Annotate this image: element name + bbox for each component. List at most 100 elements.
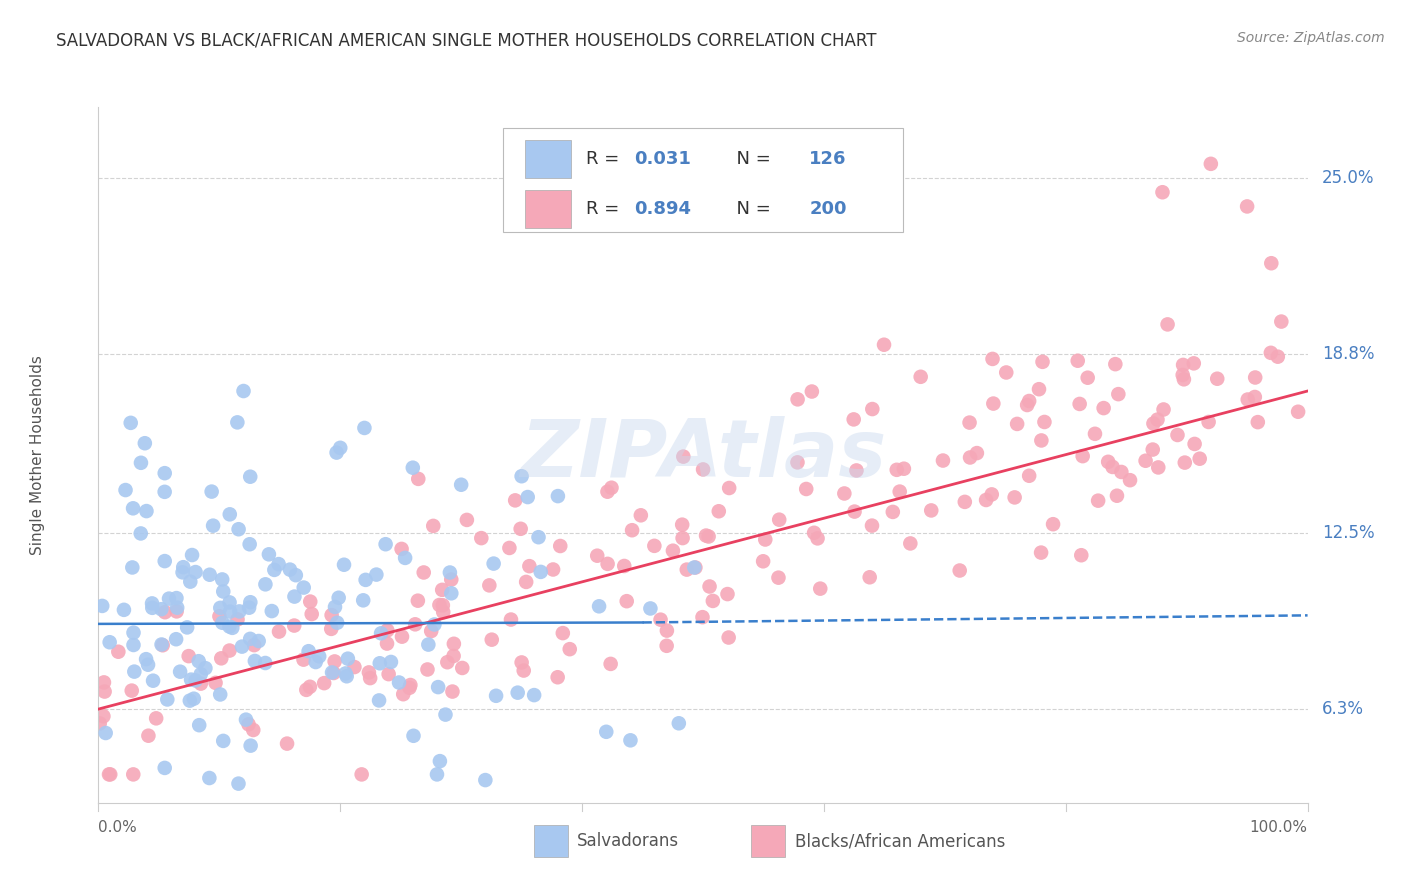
Point — [898, 536, 921, 550]
Point — [121, 683, 143, 698]
Point — [541, 562, 564, 576]
Point — [314, 676, 336, 690]
Point — [1018, 394, 1040, 409]
Point — [630, 508, 652, 523]
Point — [436, 655, 458, 669]
Point — [208, 609, 231, 624]
Point — [239, 739, 262, 753]
Point — [98, 767, 121, 781]
Point — [717, 631, 740, 645]
Point — [179, 574, 201, 589]
Point — [374, 537, 396, 551]
Point — [1005, 417, 1028, 431]
Point — [596, 484, 619, 499]
Point — [93, 709, 115, 723]
Point — [202, 518, 225, 533]
Point — [716, 587, 738, 601]
Point — [366, 567, 388, 582]
Point — [882, 505, 904, 519]
Point — [402, 460, 425, 475]
Point — [619, 733, 641, 747]
Point — [89, 716, 111, 731]
Point — [1031, 355, 1053, 369]
Point — [204, 676, 226, 690]
Point — [145, 711, 167, 725]
Point — [1286, 405, 1309, 419]
Point — [1171, 368, 1194, 382]
Point — [243, 654, 266, 668]
Point — [328, 591, 350, 605]
Point — [375, 624, 398, 638]
Point — [551, 626, 574, 640]
Point — [1111, 465, 1133, 479]
Point — [440, 586, 463, 600]
Point — [616, 594, 638, 608]
Point — [456, 513, 478, 527]
Point — [1260, 256, 1282, 270]
Point — [1142, 417, 1164, 431]
Point — [966, 446, 988, 460]
Point — [218, 619, 240, 633]
Point — [650, 613, 672, 627]
Point — [172, 566, 194, 580]
Point — [1092, 401, 1115, 416]
Point — [98, 767, 121, 781]
Point — [1174, 456, 1197, 470]
Text: 126: 126 — [810, 150, 846, 169]
Point — [298, 680, 321, 694]
Text: N =: N = — [724, 201, 776, 219]
Point — [94, 726, 117, 740]
Point — [441, 684, 464, 698]
Point — [1198, 415, 1220, 429]
Point — [1267, 350, 1289, 364]
Point — [218, 508, 240, 522]
Text: 25.0%: 25.0% — [1322, 169, 1375, 187]
Point — [1084, 426, 1107, 441]
Point — [451, 661, 474, 675]
Point — [359, 671, 381, 685]
Point — [595, 724, 617, 739]
Point — [478, 578, 501, 592]
Point — [1104, 357, 1126, 371]
Point — [179, 693, 201, 707]
Point — [322, 665, 344, 680]
Point — [432, 582, 454, 597]
Point — [547, 670, 569, 684]
Point — [235, 713, 257, 727]
Point — [1270, 315, 1292, 329]
Point — [122, 625, 145, 640]
Point — [276, 737, 298, 751]
Text: N =: N = — [724, 150, 776, 169]
Point — [122, 767, 145, 781]
Point — [859, 570, 882, 584]
Point — [586, 549, 609, 563]
Point — [482, 557, 505, 571]
Point — [860, 518, 883, 533]
Point — [889, 484, 911, 499]
Point — [156, 692, 179, 706]
FancyBboxPatch shape — [503, 128, 903, 232]
Point — [440, 573, 463, 587]
Text: 0.031: 0.031 — [634, 150, 690, 169]
Point — [93, 675, 115, 690]
Point — [834, 486, 856, 500]
Point — [675, 563, 697, 577]
Point — [218, 595, 240, 609]
Point — [1028, 382, 1050, 396]
Point — [1173, 372, 1195, 386]
Point — [239, 469, 262, 483]
Point — [211, 573, 233, 587]
Point — [165, 632, 187, 647]
Point — [176, 620, 198, 634]
Point — [697, 529, 720, 543]
FancyBboxPatch shape — [534, 825, 568, 856]
Text: 18.8%: 18.8% — [1322, 345, 1375, 363]
Point — [406, 593, 429, 607]
Point — [1152, 186, 1174, 200]
Point — [702, 594, 724, 608]
Point — [1119, 473, 1142, 487]
Point — [150, 638, 173, 652]
Point — [974, 493, 997, 508]
Point — [221, 621, 243, 635]
Point — [450, 477, 472, 491]
